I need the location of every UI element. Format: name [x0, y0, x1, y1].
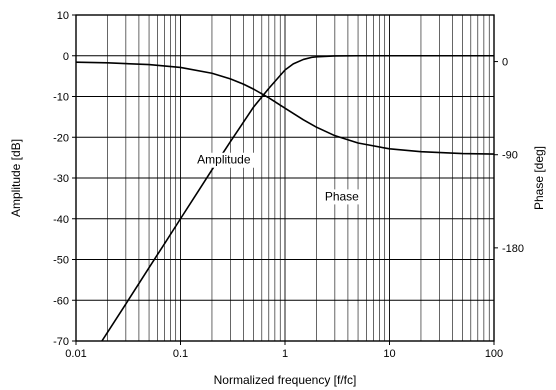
y-tick-label: 0: [63, 51, 69, 63]
y-tick-label: -20: [53, 132, 69, 144]
x-tick-label: 1: [282, 348, 288, 360]
annotation-amplitude: Amplitude: [197, 153, 251, 167]
y-tick-label: -10: [53, 92, 69, 104]
annotation-phase: Phase: [325, 189, 359, 203]
y-axis-label: Amplitude [dB]: [9, 139, 23, 217]
series-line-phase: [75, 61, 495, 155]
x-tick-label: 0.01: [65, 348, 86, 360]
series-line-amplitude: [101, 54, 494, 342]
y-tick-label: -50: [53, 255, 69, 267]
tick-layer: 0.01 0.1 1 10 100100-10-20-30-40-50-60-700-9…: [53, 10, 524, 360]
y-tick-label: 10: [57, 10, 69, 22]
x-tick-label: 100: [485, 348, 503, 360]
x-tick-label: 10: [383, 348, 395, 360]
annotation-layer: Amplitude Phase: [193, 152, 360, 205]
x-axis-label: Normalized frequency [f/fc]: [214, 373, 357, 387]
annotation-background: [193, 152, 255, 168]
y2-axis-label: Phase [deg]: [532, 146, 546, 210]
series-layer: [75, 54, 495, 342]
x-tick-label: 0.1: [173, 348, 188, 360]
y-tick-label: -60: [53, 295, 69, 307]
y2-tick-label: 0: [502, 57, 508, 69]
y-tick-label: -70: [53, 336, 69, 348]
annotation-background: [324, 189, 360, 205]
y2-tick-label: -90: [502, 150, 518, 162]
y2-tick-label: -180: [502, 243, 524, 255]
y-tick-label: -40: [53, 214, 69, 226]
y-tick-label: -30: [53, 173, 69, 185]
